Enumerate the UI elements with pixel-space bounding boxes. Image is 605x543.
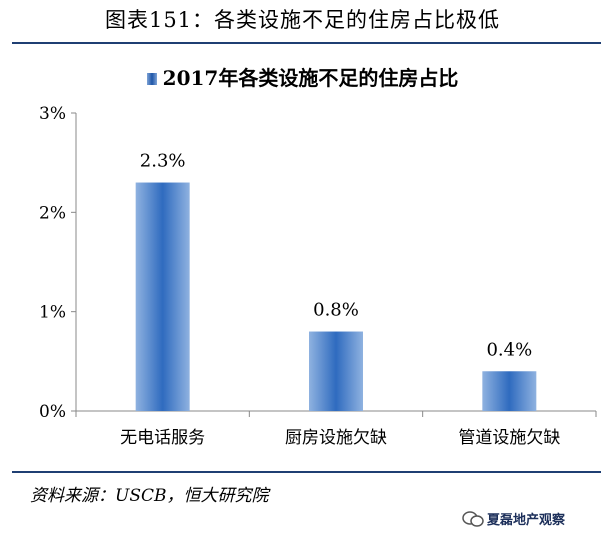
x-tick-label: 厨房设施欠缺	[285, 428, 387, 448]
x-tick-label: 无电话服务	[120, 428, 205, 448]
legend-label: 2017年各类设施不足的住房占比	[162, 66, 459, 90]
y-tick-label: 3%	[39, 104, 66, 124]
watermark: 夏磊地产观察	[462, 509, 565, 528]
y-tick-label: 2%	[39, 203, 66, 223]
data-label: 2.3%	[140, 151, 186, 172]
y-tick-label: 0%	[39, 402, 66, 422]
wechat-icon	[462, 511, 484, 527]
source-note: 资料来源：USCB，恒大研究院	[30, 486, 269, 506]
x-tick-label: 管道设施欠缺	[458, 428, 560, 448]
data-label: 0.4%	[486, 339, 532, 360]
data-label: 0.8%	[313, 300, 359, 321]
legend-swatch	[146, 73, 157, 85]
top-rule	[12, 42, 601, 44]
bar	[482, 371, 537, 411]
bar	[309, 331, 363, 411]
watermark-text: 夏磊地产观察	[487, 513, 566, 528]
bottom-rule	[12, 471, 601, 473]
bar	[135, 182, 190, 411]
figure-title: 图表151：各类设施不足的住房占比极低	[104, 8, 501, 32]
chart-title: 2017年各类设施不足的住房占比	[0, 62, 605, 91]
bar-chart: 0% 1% 2% 3% 2.3% 无电话服务 0.8% 厨房设施欠缺 0.4% 管道设施欠缺	[39, 104, 597, 448]
y-tick-label: 1%	[39, 303, 66, 323]
